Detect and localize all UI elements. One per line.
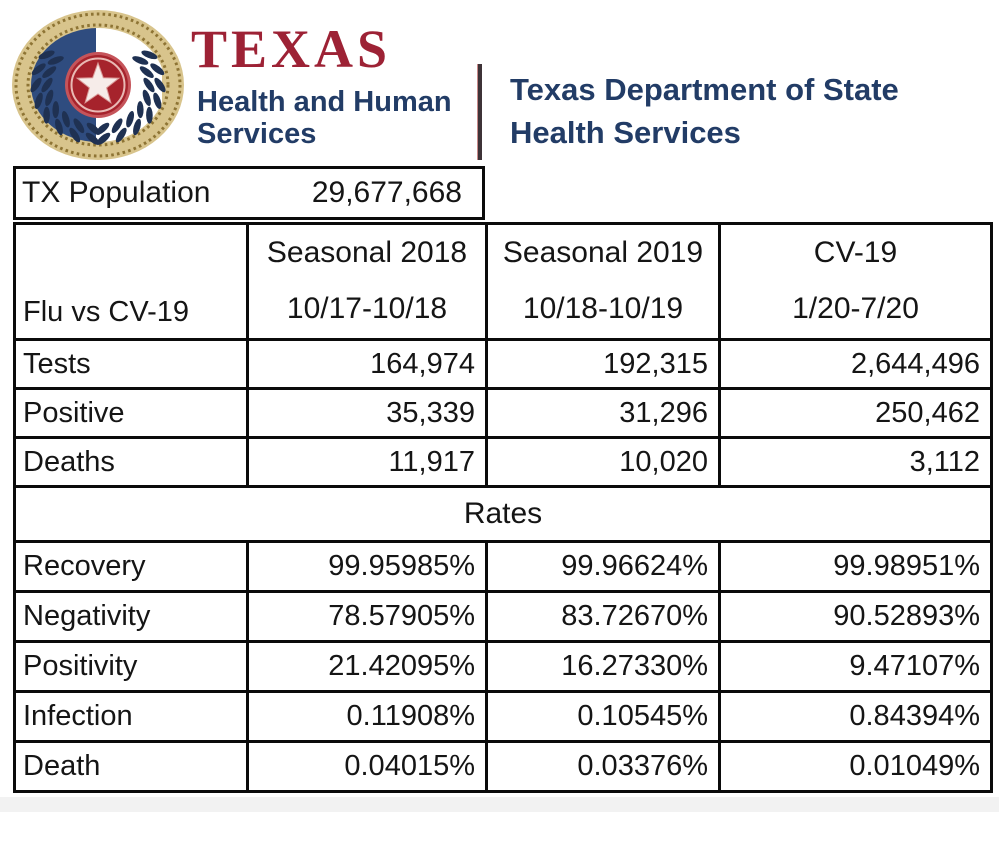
corner-label-cell: Flu vs CV-19 [13,222,249,341]
rates-band-row: Rates [13,485,993,543]
department-line2: Health Services [510,115,741,150]
table-row-deaths: Deaths 11,917 10,020 3,112 [13,436,993,488]
column-header-label: Seasonal 2018 [266,235,468,269]
row-label: Negativity [13,590,249,643]
brand-subtitle: Health and Human Services [197,86,452,150]
column-header-seasonal-2018: Seasonal 2018 10/17-10/18 [246,222,488,341]
flu-vs-cv19-table: Flu vs CV-19 Seasonal 2018 10/17-10/18 S… [13,222,993,793]
cell-value: 31,296 [485,387,721,439]
rates-band-label: Rates [13,485,993,543]
cell-value: 9.47107% [718,640,993,693]
brand-subtitle-line2: Services [197,118,317,150]
scan-artifact-strip [0,797,999,812]
cell-value: 83.72670% [485,590,721,643]
row-label: Recovery [13,540,249,593]
table-row-recovery: Recovery 99.95985% 99.96624% 99.98951% [13,540,993,593]
row-label: Tests [13,338,249,390]
header-divider [477,64,482,160]
table-row-positive: Positive 35,339 31,296 250,462 [13,387,993,439]
table-header-row: Flu vs CV-19 Seasonal 2018 10/17-10/18 S… [13,222,993,341]
row-label: Deaths [13,436,249,488]
cell-value: 3,112 [718,436,993,488]
table-row-tests: Tests 164,974 192,315 2,644,496 [13,338,993,390]
cell-value: 164,974 [246,338,488,390]
cell-value: 78.57905% [246,590,488,643]
department-line1: Texas Department of State [510,72,899,107]
brand-subtitle-line1: Health and Human [197,86,452,118]
cell-value: 250,462 [718,387,993,439]
population-label: TX Population [22,176,211,209]
star-icon [75,61,121,104]
table-row-positivity: Positivity 21.42095% 16.27330% 9.47107% [13,640,993,693]
cell-value: 35,339 [246,387,488,439]
cell-value: 0.11908% [246,690,488,743]
cell-value: 0.10545% [485,690,721,743]
cell-value: 99.95985% [246,540,488,593]
column-header-dates: 10/17-10/18 [286,291,448,325]
cell-value: 90.52893% [718,590,993,643]
column-header-dates: 1/20-7/20 [792,291,919,325]
table-row-infection: Infection 0.11908% 0.10545% 0.84394% [13,690,993,743]
column-header-label: CV-19 [813,235,898,269]
cell-value: 11,917 [246,436,488,488]
column-header-seasonal-2019: Seasonal 2019 10/18-10/19 [485,222,721,341]
table-row-negativity: Negativity 78.57905% 83.72670% 90.52893% [13,590,993,643]
cell-value: 0.04015% [246,740,488,793]
column-header-dates: 10/18-10/19 [522,291,684,325]
row-label: Death [13,740,249,793]
column-header-label: Seasonal 2019 [502,235,704,269]
cell-value: 2,644,496 [718,338,993,390]
cell-value: 192,315 [485,338,721,390]
cell-value: 16.27330% [485,640,721,693]
row-label: Infection [13,690,249,743]
cell-value: 0.03376% [485,740,721,793]
texas-hhs-seal-icon [12,10,184,160]
cell-value: 0.01049% [718,740,993,793]
cell-value: 99.96624% [485,540,721,593]
department-name: Texas Department of State Health Service… [510,68,899,154]
brand-title: TEXAS [191,19,392,79]
cell-value: 10,020 [485,436,721,488]
population-value: 29,677,668 [311,176,462,209]
row-label: Positive [13,387,249,439]
cell-value: 21.42095% [246,640,488,693]
column-header-cv19: CV-19 1/20-7/20 [718,222,993,341]
row-label: Positivity [13,640,249,693]
table-row-death: Death 0.04015% 0.03376% 0.01049% [13,740,993,793]
cell-value: 99.98951% [718,540,993,593]
population-box: TX Population 29,677,668 [13,166,485,220]
cell-value: 0.84394% [718,690,993,743]
